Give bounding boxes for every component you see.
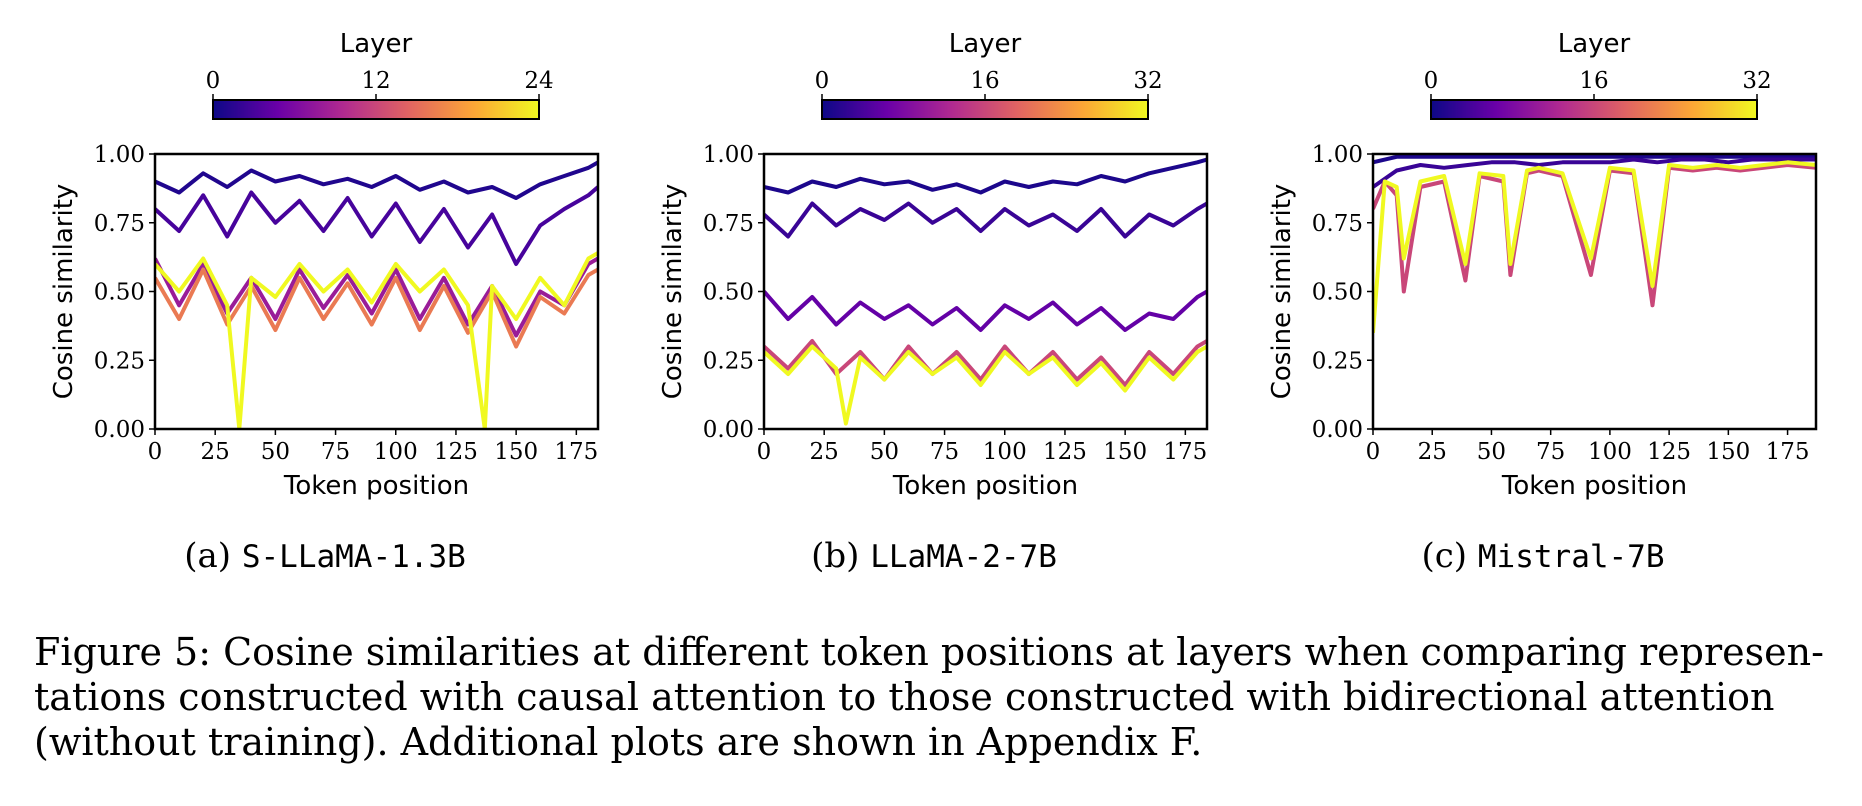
plot-frame (1371, 152, 1818, 431)
x-axis-label: Token position (892, 471, 1078, 501)
y-tick-label: 0.50 (703, 280, 754, 306)
series-line-layer-24 (155, 251, 598, 429)
chart-svg: Layer 0 16 32 0 25 50 75 100 125 150 175 0.00 0.25 0.5… (1267, 29, 1818, 501)
colorbar-tick-label: 16 (1579, 68, 1608, 94)
plot-frame (762, 152, 1209, 431)
y-tick-label: 0.00 (1312, 417, 1363, 443)
caption-line-3: (without training). Additional plots are… (34, 720, 1203, 764)
caption-line-1: Figure 5: Cosine similarities at differe… (34, 630, 1824, 674)
series-line-layer-32 (764, 344, 1207, 426)
colorbar (821, 99, 1149, 120)
x-tick-label: 25 (201, 439, 230, 465)
colorbar-tick-label: 0 (815, 68, 830, 94)
panel-a: Layer 0 12 24 0 25 50 75 100 125 150 175 0.00 0.25 0.5… (20, 0, 630, 600)
colorbar-tick-label: 24 (524, 68, 553, 94)
series-line-layer-16 (1373, 163, 1816, 308)
x-tick-label: 125 (1647, 439, 1691, 465)
x-tick-label: 175 (554, 439, 598, 465)
x-tick-label: 100 (983, 439, 1027, 465)
x-tick-label: 150 (494, 439, 538, 465)
y-axis-label: Cosine similarity (1267, 184, 1297, 400)
x-tick-label: 0 (757, 439, 772, 465)
y-tick-label: 0.25 (1312, 348, 1363, 374)
colorbar (1430, 99, 1758, 120)
panel-b: Layer 0 16 32 0 25 50 75 100 125 150 175 0.00 0.25 0.5… (629, 0, 1239, 600)
caption-line-2: tations constructed with causal attentio… (34, 675, 1775, 719)
panel-c: Layer 0 16 32 0 25 50 75 100 125 150 175 0.00 0.25 0.5… (1238, 0, 1848, 600)
y-tick-label: 1.00 (94, 142, 145, 168)
x-tick-label: 0 (148, 439, 163, 465)
subcaption-a: (a) S-LLaMA-1.3B (20, 536, 630, 576)
figure-caption: Figure 5: Cosine similarities at differe… (34, 630, 1834, 765)
subcaption-a-label: (a) (184, 536, 232, 576)
x-tick-label: 50 (1477, 439, 1506, 465)
subcaption-c-label: (c) (1421, 536, 1468, 576)
y-tick-label: 0.75 (1312, 211, 1363, 237)
colorbar-tick-label: 32 (1133, 68, 1162, 94)
x-tick-label: 100 (374, 439, 418, 465)
series-line-layer-8 (155, 256, 598, 338)
x-tick-label: 50 (870, 439, 899, 465)
colorbar-title: Layer (949, 29, 1022, 59)
y-tick-label: 0.50 (1312, 280, 1363, 306)
x-tick-label: 150 (1103, 439, 1147, 465)
y-tick-label: 1.00 (703, 142, 754, 168)
x-axis-label: Token position (283, 471, 469, 501)
y-tick-label: 0.75 (703, 211, 754, 237)
y-tick-label: 0.25 (703, 348, 754, 374)
y-tick-label: 0.75 (94, 211, 145, 237)
series-line-layer-32 (1373, 160, 1816, 333)
colorbar-tick-label: 0 (206, 68, 221, 94)
x-tick-label: 25 (1418, 439, 1447, 465)
colorbar-tick-label: 0 (1424, 68, 1439, 94)
x-tick-label: 25 (810, 439, 839, 465)
y-axis-label: Cosine similarity (658, 184, 688, 400)
colorbar-tick-label: 32 (1742, 68, 1771, 94)
x-tick-label: 125 (434, 439, 478, 465)
series-line-layer-1 (764, 157, 1207, 195)
series-line-layer-16 (155, 267, 598, 349)
series-line-layer-1 (155, 160, 598, 200)
series-line-layer-3 (764, 201, 1207, 239)
x-tick-label: 75 (1536, 439, 1565, 465)
series-line-layer-6 (764, 289, 1207, 332)
x-tick-label: 75 (321, 439, 350, 465)
y-axis-label: Cosine similarity (49, 184, 79, 400)
x-tick-label: 75 (930, 439, 959, 465)
colorbar-title: Layer (1558, 29, 1631, 59)
series-line-layer-1 (1373, 154, 1816, 165)
x-tick-label: 100 (1588, 439, 1632, 465)
series-line-layer-16 (764, 339, 1207, 387)
series-line-layer-3 (1373, 157, 1816, 189)
subcaption-b-model: LLaMA-2-7B (870, 539, 1057, 575)
x-tick-label: 0 (1366, 439, 1381, 465)
chart-svg: Layer 0 12 24 0 25 50 75 100 125 150 175 0.00 0.25 0.5… (49, 29, 600, 501)
series-group (764, 157, 1207, 426)
x-tick-label: 50 (261, 439, 290, 465)
x-tick-label: 175 (1766, 439, 1810, 465)
series-group (155, 160, 598, 429)
y-tick-label: 0.50 (94, 280, 145, 306)
subcaption-c-model: Mistral-7B (1477, 539, 1665, 575)
x-tick-label: 125 (1043, 439, 1087, 465)
colorbar-tick-label: 12 (361, 68, 390, 94)
y-tick-label: 0.00 (94, 417, 145, 443)
series-group (1373, 154, 1816, 333)
chart-svg: Layer 0 16 32 0 25 50 75 100 125 150 175 0.00 0.25 0.5… (658, 29, 1209, 501)
subcaption-b: (b) LLaMA-2-7B (629, 536, 1239, 576)
x-axis-label: Token position (1501, 471, 1687, 501)
y-tick-label: 0.00 (703, 417, 754, 443)
subcaption-c: (c) Mistral-7B (1238, 536, 1848, 576)
subcaption-b-label: (b) (811, 536, 860, 576)
y-tick-label: 1.00 (1312, 142, 1363, 168)
subcaption-a-model: S-LLaMA-1.3B (241, 539, 466, 575)
x-tick-label: 175 (1163, 439, 1207, 465)
colorbar-title: Layer (340, 29, 413, 59)
series-line-layer-3 (155, 185, 598, 266)
x-tick-label: 150 (1706, 439, 1750, 465)
colorbar (212, 99, 540, 120)
y-tick-label: 0.25 (94, 348, 145, 374)
colorbar-tick-label: 16 (970, 68, 999, 94)
